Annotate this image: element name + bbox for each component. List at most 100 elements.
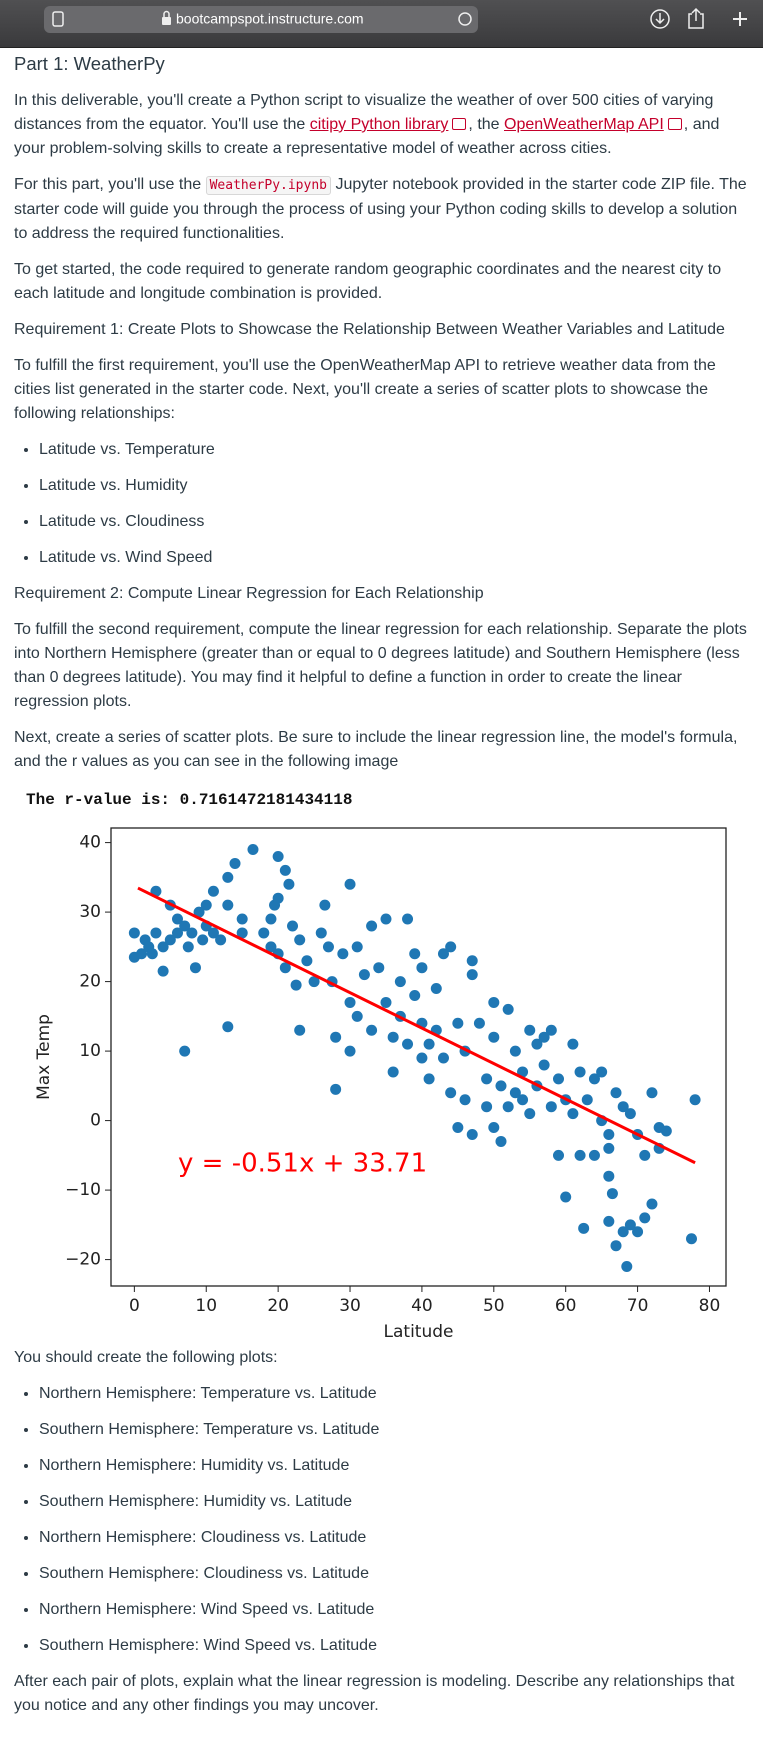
scatter-point	[301, 955, 313, 967]
paragraph: After each pair of plots, explain what t…	[14, 1673, 735, 1714]
scatter-point	[146, 948, 158, 960]
regression-equation: y = -0.51x + 33.71	[178, 1149, 427, 1179]
bullet-list: Latitude vs. Temperature Latitude vs. Hum…	[14, 438, 749, 570]
scatter-point	[136, 948, 148, 960]
y-tick-label: 40	[79, 833, 101, 853]
page-title: Part 1: WeatherPy	[14, 53, 165, 74]
y-axis-label: Max Temp	[34, 1014, 54, 1100]
paragraph: To fulfill the second requirement, compu…	[14, 621, 747, 710]
external-icon	[452, 118, 467, 130]
scatter-point	[632, 1226, 644, 1238]
scatter-point	[639, 1149, 651, 1161]
scatter-point	[685, 1233, 697, 1245]
scatter-point	[279, 962, 291, 974]
y-tick-label: 10	[79, 1041, 101, 1061]
y-tick-label: 0	[90, 1111, 101, 1131]
scatter-point	[574, 1066, 586, 1078]
paragraph: Next, create a series of scatter plots. …	[14, 729, 738, 770]
scatter-point	[617, 1101, 629, 1113]
scatter-point	[545, 1101, 557, 1113]
scatter-point	[193, 906, 205, 918]
y-tick-label: −20	[65, 1250, 101, 1270]
scatter-point	[197, 934, 209, 946]
regression-line	[137, 886, 696, 1165]
scatter-point	[207, 885, 219, 897]
requirement-heading: Requirement 1: Create Plots to Showcase …	[14, 321, 725, 338]
scatter-point	[581, 1094, 593, 1106]
paragraph: To get started, the code required to gen…	[14, 261, 722, 302]
x-tick-label: 60	[555, 1296, 577, 1316]
download-icon[interactable]	[650, 9, 670, 29]
scatter-point	[452, 1017, 464, 1029]
x-axis-label: Latitude	[384, 1322, 454, 1342]
x-tick-label: 30	[339, 1296, 361, 1316]
x-tick-label: 70	[627, 1296, 649, 1316]
list-item: Northern Hemisphere: Humidity vs. Latitu…	[39, 1454, 749, 1478]
scatter-point	[279, 864, 291, 876]
scatter-point	[639, 1212, 651, 1224]
scatter-point	[502, 1003, 514, 1015]
scatter-point	[646, 1087, 658, 1099]
scatter-point	[409, 989, 421, 1001]
list-item: Latitude vs. Wind Speed	[39, 546, 749, 570]
x-tick-label: 40	[411, 1296, 433, 1316]
link[interactable]: citipy Python library	[309, 116, 449, 133]
scatter-point	[265, 941, 277, 953]
scatter-point	[553, 1149, 565, 1161]
url-text[interactable]: bootcampspot.instructure.com	[176, 11, 364, 27]
new-tab-icon[interactable]	[733, 12, 747, 26]
scatter-point	[247, 844, 259, 856]
scatter-point	[509, 1045, 521, 1057]
scatter-point	[128, 927, 140, 939]
x-tick-label: 0	[129, 1296, 140, 1316]
scatter-point	[509, 1087, 521, 1099]
scatter-point	[265, 913, 277, 925]
scatter-point	[588, 1073, 600, 1085]
x-tick-label: 50	[483, 1296, 505, 1316]
reload-icon[interactable]	[458, 12, 472, 26]
scatter-point	[402, 913, 414, 925]
list-item: Northern Hemisphere: Temperature vs. Lat…	[39, 1382, 749, 1406]
scatter-point	[560, 1191, 572, 1203]
scatter-point	[380, 996, 392, 1008]
scatter-point	[596, 1066, 608, 1078]
scatter-point	[319, 899, 331, 911]
scatter-point	[445, 1087, 457, 1099]
scatter-point	[330, 1083, 342, 1095]
tabs-icon[interactable]	[52, 11, 64, 27]
scatter-point	[387, 1066, 399, 1078]
scatter-point	[287, 920, 299, 932]
list-item: Southern Hemisphere: Humidity vs. Latitu…	[39, 1490, 749, 1514]
list-item: Northern Hemisphere: Wind Speed vs. Lati…	[39, 1598, 749, 1622]
scatter-point	[603, 1128, 615, 1140]
link[interactable]: OpenWeatherMap API	[504, 116, 664, 133]
scatter-point	[394, 976, 406, 988]
x-tick-label: 10	[195, 1296, 217, 1316]
scatter-point	[481, 1101, 493, 1113]
scatter-point	[423, 1038, 435, 1050]
scatter-point	[200, 899, 212, 911]
scatter-point	[603, 1215, 615, 1227]
x-tick-label: 20	[267, 1296, 289, 1316]
paragraph: To fulfill the first requirement, you'll…	[14, 357, 716, 422]
scatter-point	[466, 955, 478, 967]
scatter-point	[207, 927, 219, 939]
text: Jupyter notebook provided in the starter…	[14, 176, 747, 242]
code-output: The r-value is: 0.7161472181434118	[26, 791, 353, 809]
y-tick-label: −10	[65, 1180, 101, 1200]
scatter-point	[689, 1094, 701, 1106]
scatter-point	[315, 927, 327, 939]
scatter-point	[430, 983, 442, 995]
scatter-point	[531, 1038, 543, 1050]
scatter-point	[294, 934, 306, 946]
scatter-point	[495, 1080, 507, 1092]
url-field[interactable]	[44, 6, 478, 33]
share-icon[interactable]	[688, 7, 704, 29]
scatter-point	[524, 1108, 536, 1120]
scatter-point	[351, 1010, 363, 1022]
text: In this deliverable, you'll create a Pyt…	[14, 92, 714, 133]
scatter-point	[621, 1261, 633, 1273]
scatter-point	[538, 1031, 550, 1043]
scatter-point	[466, 969, 478, 981]
